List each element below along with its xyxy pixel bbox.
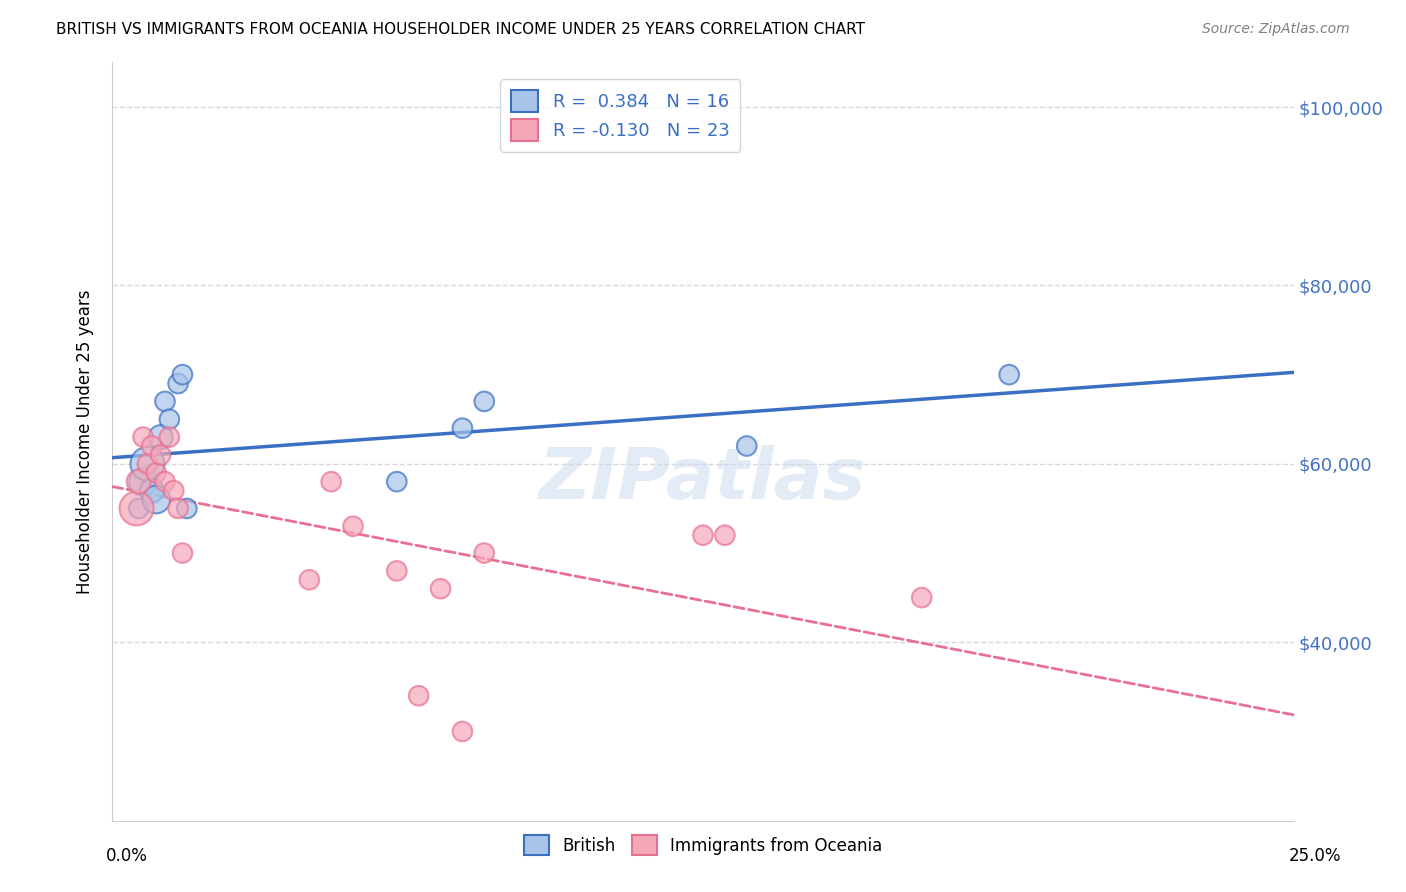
Legend: British, Immigrants from Oceania: British, Immigrants from Oceania bbox=[513, 825, 893, 865]
Point bbox=[141, 439, 163, 453]
Point bbox=[136, 457, 159, 471]
Y-axis label: Householder Income Under 25 years: Householder Income Under 25 years bbox=[76, 289, 94, 594]
Point bbox=[429, 582, 451, 596]
Point bbox=[157, 412, 180, 426]
Point bbox=[172, 368, 194, 382]
Point bbox=[167, 501, 190, 516]
Point bbox=[321, 475, 343, 489]
Point bbox=[408, 689, 430, 703]
Point bbox=[149, 430, 172, 444]
Point bbox=[132, 475, 155, 489]
Point bbox=[145, 466, 167, 480]
Text: Source: ZipAtlas.com: Source: ZipAtlas.com bbox=[1202, 22, 1350, 37]
Point bbox=[153, 475, 176, 489]
Point bbox=[167, 376, 190, 391]
Point bbox=[128, 475, 150, 489]
Point bbox=[298, 573, 321, 587]
Point bbox=[145, 492, 167, 507]
Point bbox=[172, 546, 194, 560]
Point bbox=[342, 519, 364, 533]
Point bbox=[451, 421, 474, 435]
Point bbox=[176, 501, 198, 516]
Point bbox=[153, 394, 176, 409]
Text: ZIPatlas: ZIPatlas bbox=[540, 445, 866, 514]
Point bbox=[385, 475, 408, 489]
Point bbox=[141, 483, 163, 498]
Point bbox=[998, 368, 1021, 382]
Point bbox=[132, 430, 155, 444]
Point bbox=[472, 394, 495, 409]
Point bbox=[163, 483, 186, 498]
Point bbox=[385, 564, 408, 578]
Point bbox=[136, 457, 159, 471]
Text: BRITISH VS IMMIGRANTS FROM OCEANIA HOUSEHOLDER INCOME UNDER 25 YEARS CORRELATION: BRITISH VS IMMIGRANTS FROM OCEANIA HOUSE… bbox=[56, 22, 865, 37]
Point bbox=[472, 546, 495, 560]
Point bbox=[125, 501, 148, 516]
Point bbox=[157, 430, 180, 444]
Point bbox=[692, 528, 714, 542]
Point bbox=[451, 724, 474, 739]
Point bbox=[735, 439, 758, 453]
Point bbox=[128, 501, 150, 516]
Point bbox=[911, 591, 934, 605]
Text: 0.0%: 0.0% bbox=[105, 847, 148, 864]
Point bbox=[714, 528, 737, 542]
Text: 25.0%: 25.0% bbox=[1288, 847, 1341, 864]
Point bbox=[149, 448, 172, 462]
